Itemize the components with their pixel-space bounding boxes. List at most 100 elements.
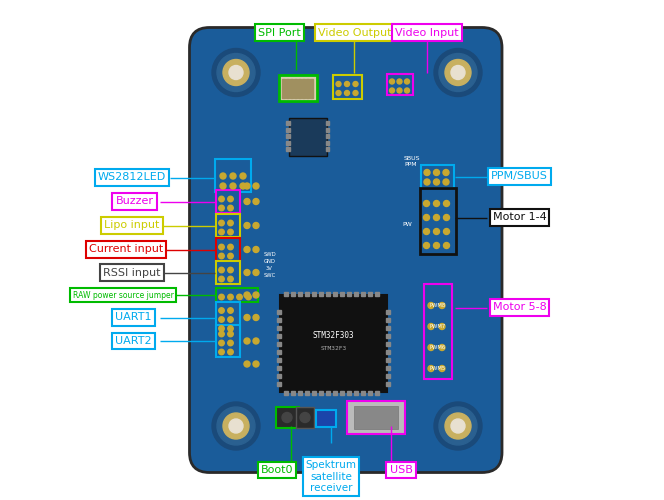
Circle shape bbox=[397, 79, 402, 84]
Circle shape bbox=[439, 407, 477, 445]
Circle shape bbox=[428, 344, 434, 350]
Circle shape bbox=[434, 228, 440, 234]
Circle shape bbox=[237, 294, 242, 300]
Bar bbox=[347, 391, 351, 395]
Circle shape bbox=[228, 267, 233, 273]
Circle shape bbox=[444, 214, 450, 220]
Circle shape bbox=[244, 361, 250, 367]
Bar bbox=[325, 140, 329, 144]
Text: STM32F303: STM32F303 bbox=[313, 332, 355, 340]
Bar bbox=[326, 391, 330, 395]
Text: Lipo input: Lipo input bbox=[104, 220, 159, 230]
Circle shape bbox=[212, 48, 260, 96]
Bar bbox=[319, 391, 323, 395]
Bar bbox=[333, 391, 337, 395]
Circle shape bbox=[218, 267, 224, 273]
Text: PW: PW bbox=[402, 222, 412, 226]
Text: SWD
GND
3V
SWC: SWD GND 3V SWC bbox=[263, 252, 276, 278]
Circle shape bbox=[244, 183, 250, 189]
FancyBboxPatch shape bbox=[276, 407, 299, 428]
Bar bbox=[386, 334, 390, 338]
Text: Spektrum
satellite
receiver: Spektrum satellite receiver bbox=[305, 460, 357, 493]
Circle shape bbox=[212, 402, 260, 450]
Circle shape bbox=[228, 340, 233, 346]
Circle shape bbox=[451, 66, 465, 80]
Circle shape bbox=[228, 331, 233, 337]
Circle shape bbox=[404, 79, 410, 84]
Circle shape bbox=[424, 179, 430, 185]
Circle shape bbox=[445, 413, 471, 439]
Bar bbox=[325, 121, 329, 125]
Bar bbox=[284, 292, 288, 296]
Bar bbox=[284, 391, 288, 395]
Bar bbox=[386, 366, 390, 370]
Bar bbox=[333, 292, 337, 296]
Circle shape bbox=[218, 326, 224, 331]
Circle shape bbox=[228, 253, 233, 259]
FancyBboxPatch shape bbox=[421, 164, 454, 188]
Circle shape bbox=[228, 196, 233, 202]
Circle shape bbox=[444, 242, 450, 248]
Circle shape bbox=[353, 82, 358, 86]
Bar bbox=[306, 79, 309, 98]
Circle shape bbox=[240, 183, 246, 189]
Bar bbox=[286, 140, 290, 144]
Bar bbox=[277, 326, 281, 330]
Text: PPM/SBUS: PPM/SBUS bbox=[491, 172, 548, 181]
Text: SPI Port: SPI Port bbox=[258, 28, 301, 38]
Circle shape bbox=[228, 326, 233, 331]
Bar bbox=[386, 350, 390, 354]
FancyBboxPatch shape bbox=[347, 401, 405, 434]
FancyBboxPatch shape bbox=[420, 188, 456, 254]
Circle shape bbox=[244, 270, 250, 276]
Circle shape bbox=[223, 413, 249, 439]
Circle shape bbox=[228, 294, 233, 300]
Circle shape bbox=[428, 324, 434, 330]
Bar bbox=[312, 292, 316, 296]
FancyBboxPatch shape bbox=[295, 407, 315, 428]
Circle shape bbox=[253, 270, 259, 276]
Bar bbox=[277, 350, 281, 354]
Circle shape bbox=[434, 242, 440, 248]
Bar bbox=[282, 79, 284, 98]
FancyBboxPatch shape bbox=[279, 75, 317, 101]
Bar bbox=[368, 391, 372, 395]
Bar bbox=[298, 292, 302, 296]
FancyBboxPatch shape bbox=[215, 159, 251, 192]
FancyBboxPatch shape bbox=[216, 325, 240, 357]
Text: PWM8: PWM8 bbox=[430, 303, 446, 308]
Circle shape bbox=[244, 338, 250, 344]
FancyBboxPatch shape bbox=[424, 284, 452, 378]
FancyBboxPatch shape bbox=[216, 302, 240, 334]
Circle shape bbox=[217, 54, 255, 92]
Bar bbox=[361, 391, 365, 395]
FancyBboxPatch shape bbox=[316, 410, 336, 427]
Bar bbox=[277, 310, 281, 314]
FancyBboxPatch shape bbox=[216, 261, 240, 284]
Circle shape bbox=[444, 200, 450, 206]
Circle shape bbox=[244, 292, 250, 298]
Circle shape bbox=[253, 292, 259, 298]
Text: UART2: UART2 bbox=[115, 336, 152, 346]
Circle shape bbox=[439, 324, 445, 330]
Bar bbox=[277, 358, 281, 362]
Circle shape bbox=[230, 173, 236, 179]
Text: PWM6: PWM6 bbox=[430, 345, 446, 350]
Circle shape bbox=[253, 183, 259, 189]
Circle shape bbox=[220, 173, 226, 179]
Bar bbox=[347, 292, 351, 296]
Bar bbox=[354, 391, 358, 395]
Circle shape bbox=[428, 366, 434, 372]
Circle shape bbox=[228, 308, 233, 313]
Circle shape bbox=[345, 90, 349, 96]
Bar bbox=[325, 128, 329, 132]
Circle shape bbox=[445, 60, 471, 86]
Circle shape bbox=[228, 229, 233, 235]
Circle shape bbox=[244, 222, 250, 228]
FancyBboxPatch shape bbox=[189, 28, 502, 472]
Circle shape bbox=[443, 179, 449, 185]
Circle shape bbox=[424, 228, 430, 234]
Bar bbox=[386, 358, 390, 362]
Text: Motor 5-8: Motor 5-8 bbox=[493, 302, 546, 312]
Circle shape bbox=[218, 229, 224, 235]
